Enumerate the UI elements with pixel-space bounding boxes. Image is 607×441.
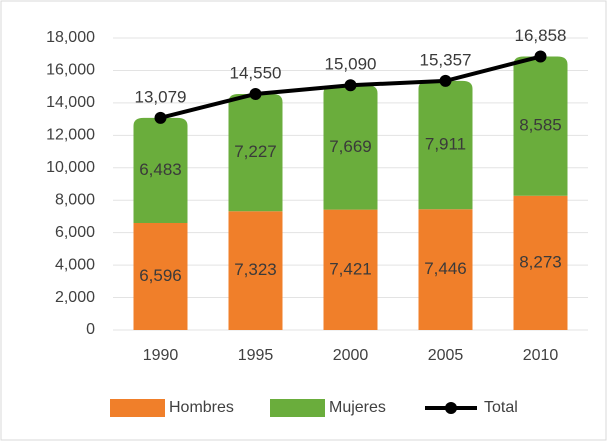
- bar-segment: [133, 117, 188, 223]
- bar-segment: [513, 195, 568, 330]
- bar-segment: [513, 56, 568, 196]
- bar-segment: [418, 80, 473, 210]
- bar-segment: [228, 93, 283, 212]
- legend-label: Total: [484, 399, 518, 416]
- data-label: 7,421: [329, 259, 372, 278]
- data-label: 8,273: [519, 252, 562, 271]
- y-tick-label: 2,000: [55, 289, 95, 306]
- data-label: 7,227: [234, 142, 277, 161]
- line-marker: [249, 87, 262, 100]
- y-tick-label: 6,000: [55, 224, 95, 241]
- data-label: 13,079: [135, 87, 187, 106]
- data-label: 7,669: [329, 137, 372, 156]
- y-tick-label: 4,000: [55, 256, 95, 273]
- x-tick-label: 2010: [523, 347, 559, 364]
- line-marker: [344, 79, 357, 92]
- bar-segment: [133, 222, 188, 330]
- bar-segment: [228, 211, 283, 330]
- data-label: 7,323: [234, 260, 277, 279]
- legend-swatch: [110, 399, 165, 417]
- data-label: 6,596: [139, 266, 182, 285]
- data-label: 7,446: [424, 259, 467, 278]
- y-tick-label: 18,000: [46, 29, 95, 46]
- line-marker: [439, 74, 452, 87]
- y-tick-label: 14,000: [46, 94, 95, 111]
- data-label: 8,585: [519, 116, 562, 135]
- data-label: 16,858: [515, 26, 567, 45]
- bar-segment: [323, 85, 378, 210]
- y-tick-label: 10,000: [46, 159, 95, 176]
- line-marker: [154, 111, 167, 124]
- legend-label: Mujeres: [329, 399, 386, 416]
- x-tick-label: 1995: [238, 347, 274, 364]
- data-label: 7,911: [425, 135, 466, 154]
- bar-segment: [323, 209, 378, 330]
- y-tick-label: 12,000: [46, 127, 95, 144]
- x-tick-label: 1990: [143, 347, 179, 364]
- data-label: 14,550: [230, 63, 282, 82]
- line-marker: [534, 50, 547, 63]
- legend-swatch: [270, 399, 325, 417]
- legend-label: Hombres: [169, 399, 234, 416]
- y-tick-label: 0: [86, 321, 95, 338]
- y-tick-label: 16,000: [46, 62, 95, 79]
- data-label: 15,357: [420, 50, 472, 69]
- legend-swatch: [445, 402, 457, 414]
- bar-segment: [418, 209, 473, 330]
- data-label: 6,483: [139, 160, 182, 179]
- data-label: 15,090: [325, 55, 377, 74]
- x-tick-label: 2000: [333, 347, 369, 364]
- y-tick-label: 8,000: [55, 191, 95, 208]
- x-tick-label: 2005: [428, 347, 464, 364]
